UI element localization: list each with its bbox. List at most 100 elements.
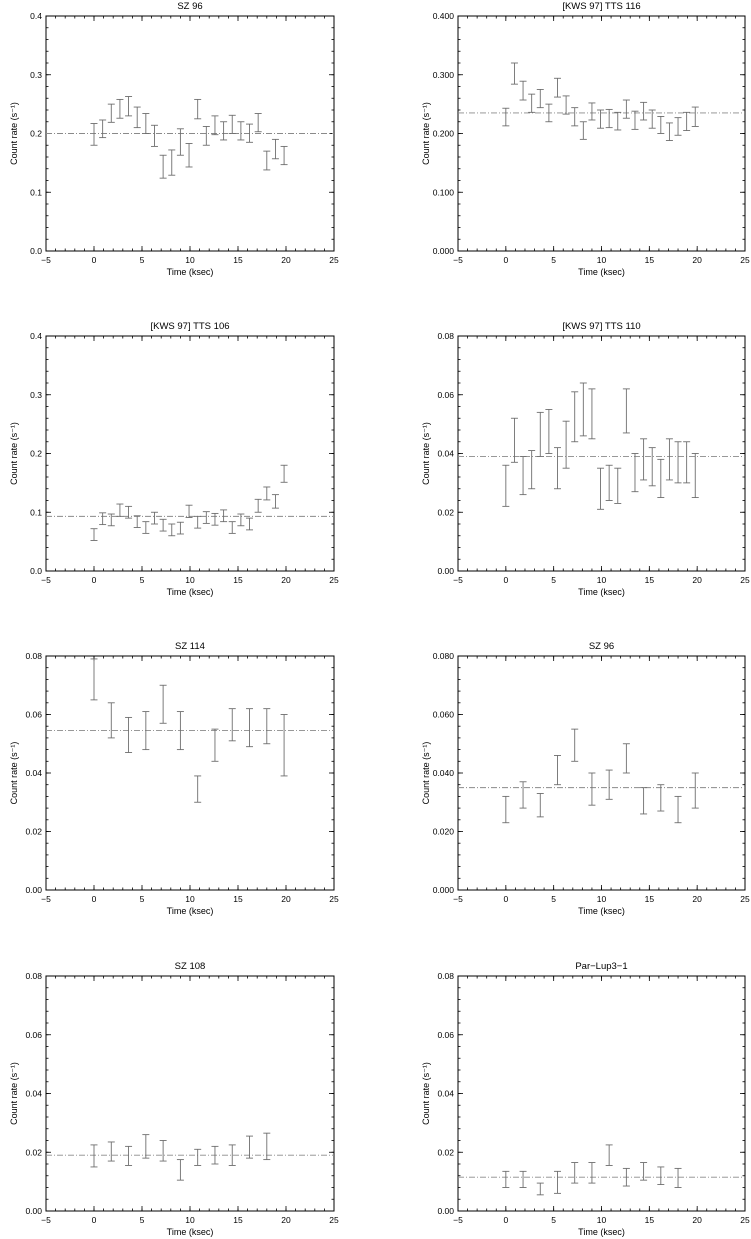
error-bar — [571, 1162, 579, 1184]
x-tick-label: 10 — [185, 1215, 195, 1225]
x-tick-label: 20 — [692, 575, 702, 585]
y-tick-label: 0.02 — [25, 1147, 42, 1157]
x-tick-label: 5 — [551, 894, 556, 904]
error-bar — [691, 106, 699, 127]
x-tick-label: −5 — [453, 894, 463, 904]
error-bar — [185, 143, 193, 168]
error-bar — [168, 149, 176, 176]
y-tick-label: 0.00 — [25, 1206, 42, 1216]
error-bar — [622, 388, 630, 434]
lightcurve-panel: −5 0 5 10 15 20 25 0.00 0.02 0.04 0.06 0.08 [KWS 97]… — [421, 321, 750, 597]
y-tick-label: 0.00 — [437, 1206, 454, 1216]
error-bar — [502, 464, 510, 507]
x-tick-label: 15 — [233, 575, 243, 585]
x-tick-label: 0 — [503, 575, 508, 585]
x-tick-label: −5 — [41, 255, 51, 265]
error-bar — [640, 438, 648, 481]
x-axis-label: Time (ksec) — [578, 1227, 625, 1237]
error-bar — [605, 769, 613, 800]
x-tick-label: 5 — [140, 255, 145, 265]
error-bar — [571, 107, 579, 127]
error-bar — [597, 109, 605, 129]
error-bar — [502, 795, 510, 824]
error-bar — [185, 504, 193, 518]
error-bar — [194, 775, 202, 803]
y-tick-label: 0.08 — [25, 651, 42, 661]
y-tick-label: 0.200 — [433, 129, 455, 139]
x-tick-label: 25 — [740, 575, 750, 585]
error-bar — [631, 110, 639, 130]
error-bar — [553, 77, 561, 98]
error-bar — [116, 98, 124, 119]
x-axis-label: Time (ksec) — [167, 587, 214, 597]
error-bar — [597, 467, 605, 510]
error-bar — [640, 101, 648, 121]
error-bar — [125, 1145, 133, 1166]
error-bar — [159, 684, 167, 724]
x-tick-label: 15 — [233, 255, 243, 265]
error-bar — [107, 103, 115, 123]
error-bar — [579, 121, 587, 140]
error-bar — [640, 787, 648, 815]
x-tick-label: 20 — [692, 894, 702, 904]
chart-title: SZ 114 — [175, 641, 205, 652]
error-bar — [519, 80, 527, 101]
error-bar — [176, 1159, 184, 1181]
error-bar — [125, 716, 133, 753]
y-tick-label: 0.2 — [30, 449, 42, 459]
error-bar — [579, 382, 587, 437]
x-tick-label: 5 — [551, 1215, 556, 1225]
x-tick-label: 25 — [329, 575, 339, 585]
error-bar — [90, 658, 98, 701]
error-bar — [562, 95, 570, 115]
error-bar — [631, 453, 639, 493]
error-bar — [159, 154, 167, 179]
error-bar — [246, 1135, 254, 1159]
y-axis-label: Count rate (s⁻¹) — [9, 742, 19, 805]
error-bar — [263, 708, 271, 745]
plot-frame — [457, 655, 746, 891]
error-bar — [194, 1148, 202, 1166]
lightcurve-panel: −5 0 5 10 15 20 25 0.00 0.02 0.04 0.06 0.08 SZ 108 Ti… — [9, 961, 339, 1237]
chart-title: Par−Lup3−1 — [575, 961, 627, 972]
error-bar — [519, 1170, 527, 1188]
y-tick-label: 0.040 — [433, 768, 455, 778]
error-bar — [614, 111, 622, 131]
error-bar — [648, 109, 656, 129]
x-axis-label: Time (ksec) — [167, 267, 214, 277]
x-tick-label: 20 — [692, 1215, 702, 1225]
plot-frame — [457, 335, 746, 572]
x-axis-label: Time (ksec) — [578, 267, 625, 277]
error-bar — [246, 708, 254, 748]
error-bar — [142, 1134, 150, 1159]
chart-title: [KWS 97] TTS 110 — [562, 321, 640, 332]
error-bar — [674, 117, 682, 136]
x-tick-label: 10 — [185, 894, 195, 904]
x-tick-label: −5 — [41, 1215, 51, 1225]
error-bar — [107, 1141, 115, 1162]
error-bar — [691, 453, 699, 499]
x-tick-label: 20 — [692, 255, 702, 265]
error-bar — [571, 728, 579, 762]
error-bar — [125, 505, 133, 519]
y-axis-label: Count rate (s⁻¹) — [421, 102, 431, 165]
error-bar — [528, 450, 536, 490]
y-tick-label: 0.02 — [25, 827, 42, 837]
error-bar — [571, 391, 579, 443]
error-bar — [211, 1145, 219, 1165]
error-bar — [194, 98, 202, 120]
error-bar — [536, 88, 544, 109]
x-tick-label: 15 — [645, 1215, 655, 1225]
x-axis-label: Time (ksec) — [578, 587, 625, 597]
x-tick-label: 10 — [597, 894, 607, 904]
error-bar — [220, 509, 228, 523]
y-tick-label: 0.080 — [433, 651, 455, 661]
y-tick-label: 0.08 — [25, 971, 42, 981]
x-axis-label: Time (ksec) — [167, 1227, 214, 1237]
x-tick-label: 10 — [597, 255, 607, 265]
error-bar — [657, 784, 665, 812]
y-tick-label: 0.02 — [437, 1147, 454, 1157]
y-tick-label: 0.400 — [433, 11, 455, 21]
error-bar — [502, 1170, 510, 1188]
error-bar — [280, 714, 288, 777]
